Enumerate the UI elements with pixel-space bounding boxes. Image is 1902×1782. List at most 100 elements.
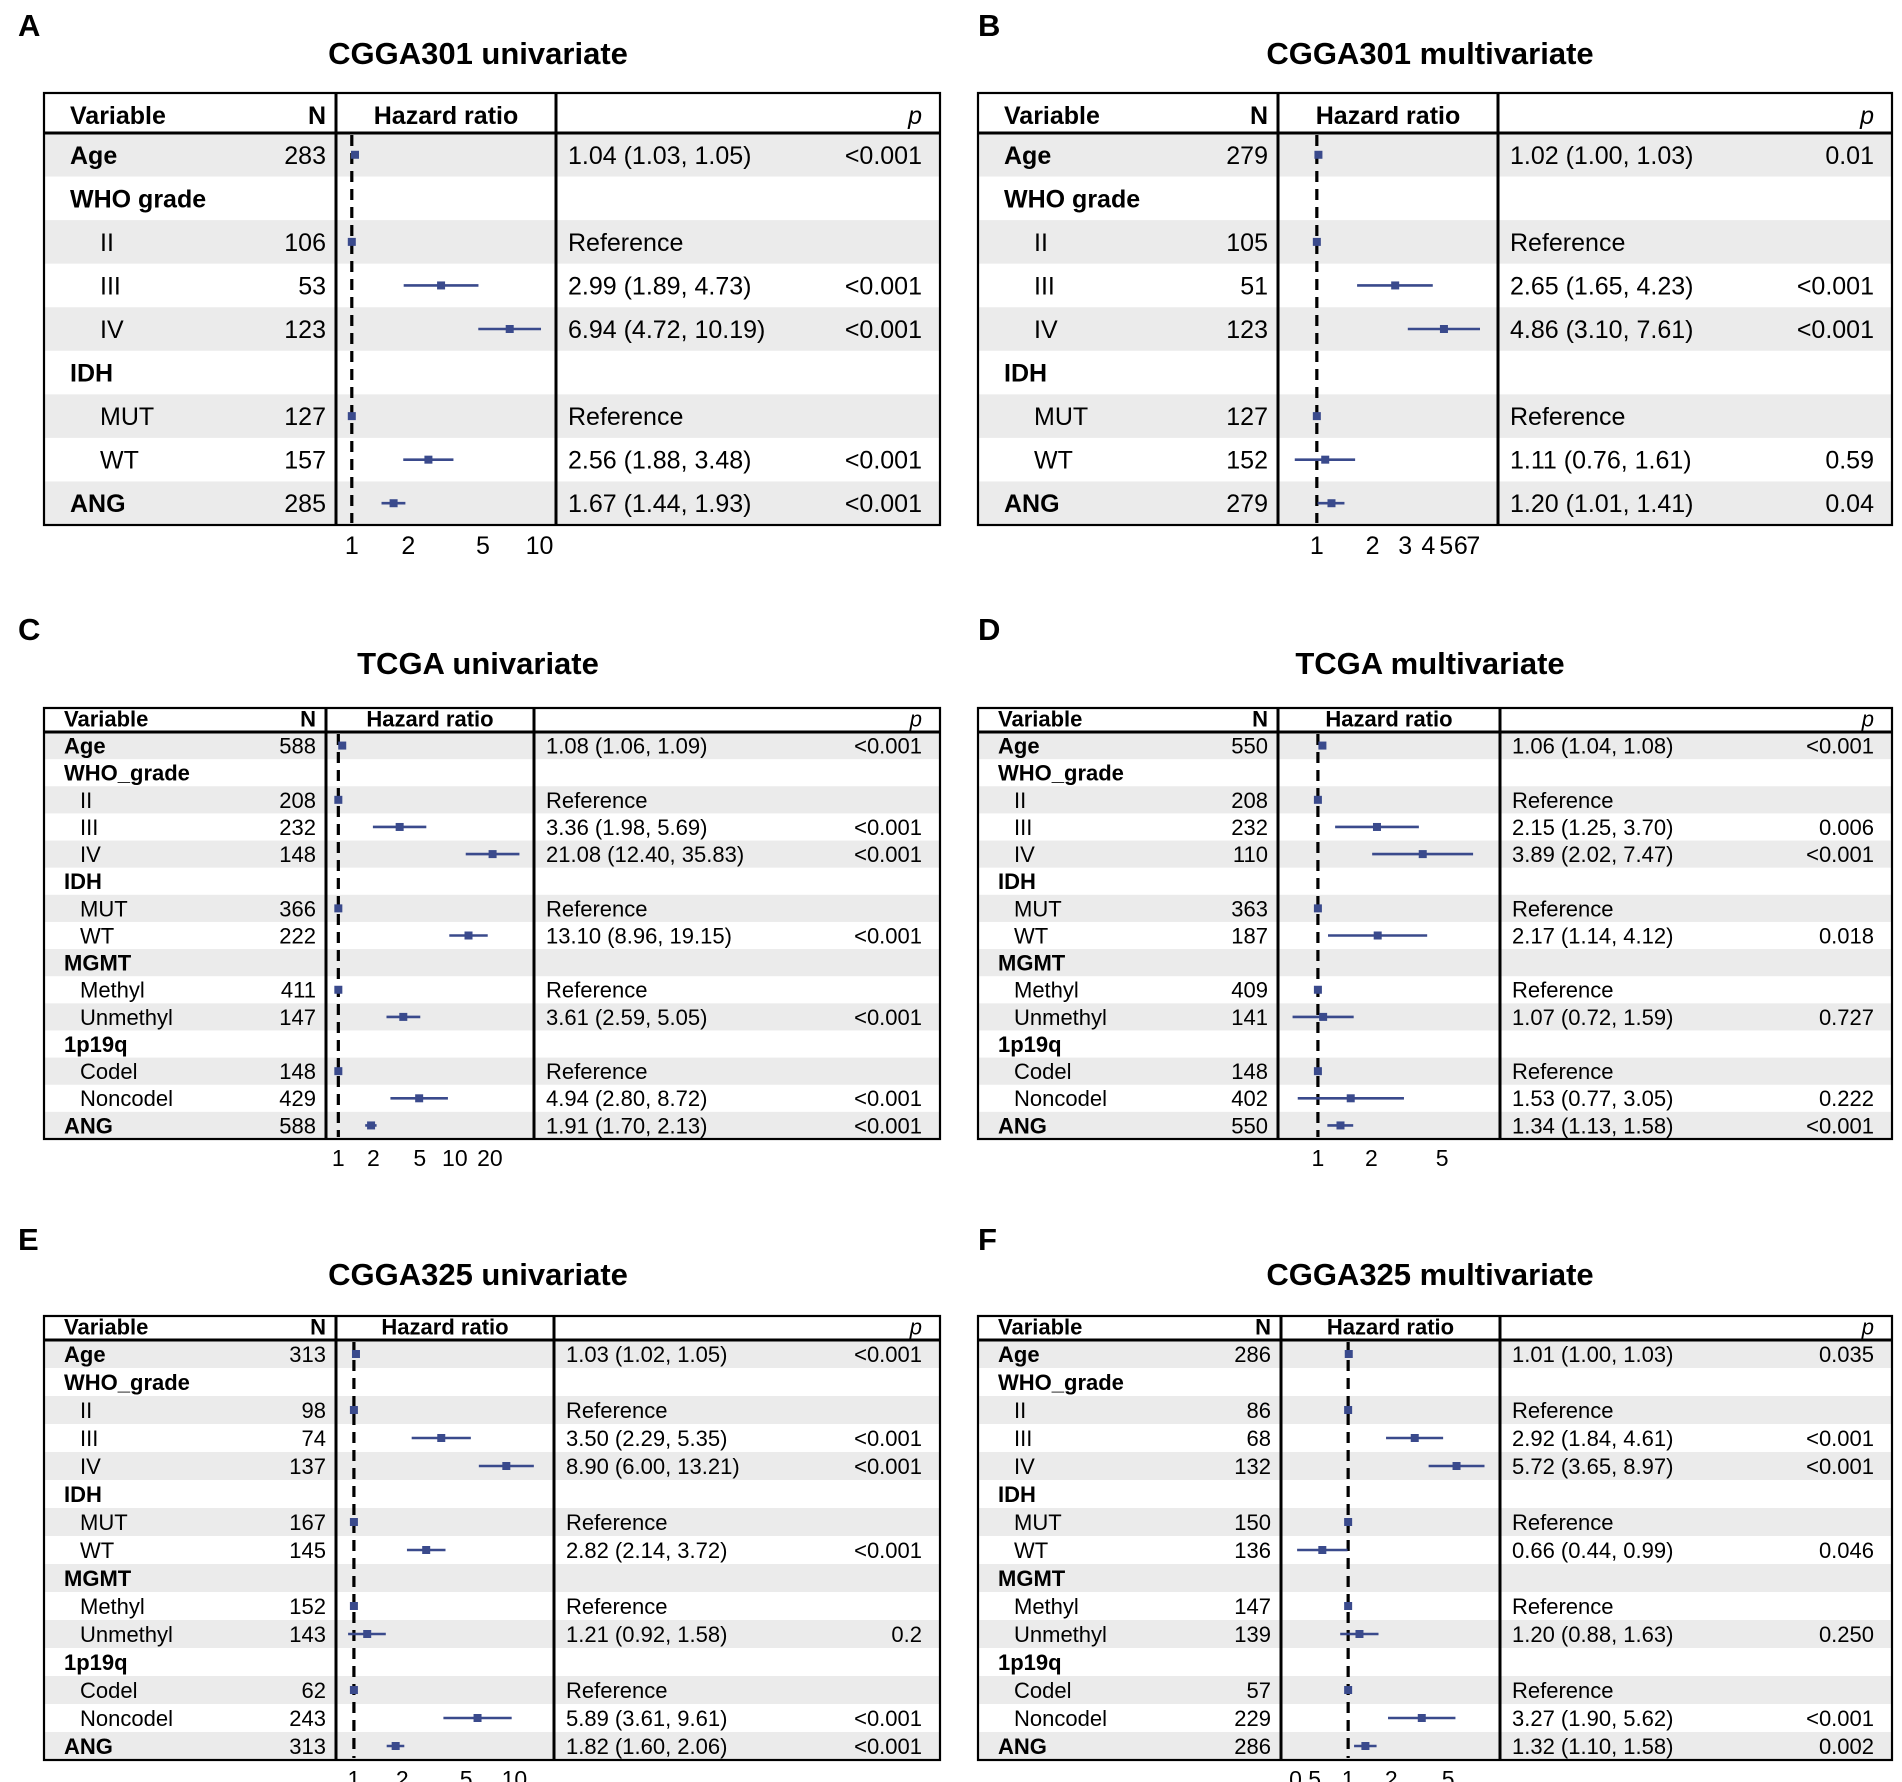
row-n: 363 — [1231, 896, 1268, 921]
row-n: 232 — [1231, 815, 1268, 840]
row-label: WT — [1014, 923, 1048, 948]
row-estimate: Reference — [546, 978, 648, 1003]
row-p-value: 0.727 — [1819, 1005, 1874, 1030]
hr-point — [1346, 1094, 1355, 1103]
row-p-value: 0.006 — [1819, 815, 1874, 840]
row-p-value: 0.04 — [1825, 490, 1874, 518]
row-n: 141 — [1231, 1005, 1268, 1030]
row-label: Age — [64, 733, 106, 758]
row-estimate: Reference — [546, 896, 648, 921]
row-n: 550 — [1231, 1113, 1268, 1138]
row-estimate: 1.03 (1.02, 1.05) — [566, 1342, 727, 1367]
row-stripe — [978, 1620, 1892, 1648]
row-stripe — [978, 481, 1892, 525]
row-estimate: Reference — [1512, 1594, 1614, 1619]
row-n: 123 — [284, 316, 326, 344]
hr-point — [464, 931, 473, 940]
forest-table: Variable N Hazard ratio p Age 550 1.06 (1.04, … — [976, 706, 1894, 1171]
row-p-value: <0.001 — [1806, 842, 1874, 867]
row-label: Unmethyl — [1014, 1622, 1107, 1647]
row-label: IDH — [1004, 360, 1047, 388]
row-n: 74 — [302, 1426, 326, 1451]
row-stripe — [978, 220, 1892, 264]
row-estimate: 0.66 (0.44, 0.99) — [1512, 1538, 1673, 1563]
header-hazard-ratio: Hazard ratio — [1316, 102, 1460, 130]
row-label: WT — [80, 1538, 114, 1563]
hr-point — [1417, 1714, 1426, 1722]
row-n: 139 — [1234, 1622, 1271, 1647]
row-estimate: 3.50 (2.29, 5.35) — [566, 1426, 727, 1451]
row-stripe — [44, 394, 940, 438]
row-label: MGMT — [64, 951, 132, 976]
x-tick-label: 1 — [1310, 532, 1324, 560]
hr-point — [1372, 822, 1381, 831]
row-n: 152 — [1226, 447, 1268, 475]
row-label: IDH — [70, 360, 113, 388]
chart-title: CGGA301 univariate — [328, 36, 628, 71]
row-estimate: 3.61 (2.59, 5.05) — [546, 1005, 707, 1030]
row-p-value: 0.59 — [1825, 447, 1874, 475]
hr-point — [1313, 1067, 1322, 1076]
row-stripe — [978, 894, 1892, 922]
row-n: 286 — [1234, 1734, 1271, 1759]
table-frame — [42, 706, 942, 1141]
row-n: 588 — [279, 733, 316, 758]
hr-point — [1344, 1518, 1353, 1526]
forest-table: Variable N Hazard ratio p Age 279 1.02 (1.00, … — [976, 91, 1894, 560]
row-n: 402 — [1231, 1086, 1268, 1111]
row-n: 137 — [289, 1454, 326, 1479]
row-estimate: 1.91 (1.70, 2.13) — [546, 1113, 707, 1138]
row-estimate: Reference — [546, 1059, 648, 1084]
x-tick-label: 1 — [345, 532, 359, 560]
row-n: 411 — [281, 978, 316, 1003]
row-n: 132 — [1234, 1454, 1271, 1479]
row-stripe — [44, 1057, 940, 1085]
row-label: Unmethyl — [80, 1005, 173, 1030]
header-hazard-ratio: Hazard ratio — [374, 102, 518, 130]
row-stripe — [44, 1508, 940, 1536]
row-label: ANG — [64, 1113, 113, 1138]
row-p-value: <0.001 — [854, 1005, 922, 1030]
forest-table: Variable N Hazard ratio p Age 313 1.03 (1.02, … — [42, 1315, 942, 1782]
row-n: 283 — [284, 142, 326, 170]
row-estimate: 1.06 (1.04, 1.08) — [1512, 733, 1673, 758]
row-stripe — [978, 133, 1892, 177]
row-n: 105 — [1226, 229, 1268, 257]
row-label: Age — [64, 1342, 106, 1367]
row-label: IDH — [998, 869, 1036, 894]
header-n: N — [1252, 707, 1268, 732]
row-n: 157 — [284, 447, 326, 475]
row-n: 229 — [1234, 1706, 1271, 1731]
row-stripe — [44, 949, 940, 977]
row-estimate: 2.99 (1.89, 4.73) — [568, 272, 751, 300]
row-label: III — [80, 815, 98, 840]
hr-point — [338, 741, 347, 750]
row-label: III — [1034, 272, 1055, 300]
panel-letter: C — [18, 612, 40, 647]
x-tick-label: 10 — [442, 1145, 468, 1171]
row-label: IV — [80, 842, 101, 867]
row-estimate: 1.08 (1.06, 1.09) — [546, 733, 707, 758]
row-label: III — [100, 272, 121, 300]
row-stripe — [978, 1396, 1892, 1424]
header-p: p — [1859, 102, 1874, 130]
row-n: 550 — [1231, 733, 1268, 758]
table-frame — [976, 706, 1894, 1141]
row-p-value: <0.001 — [854, 1734, 922, 1759]
row-estimate: Reference — [1512, 1398, 1614, 1423]
row-n: 222 — [279, 923, 316, 948]
row-estimate: 3.27 (1.90, 5.62) — [1512, 1706, 1673, 1731]
row-estimate: 1.11 (0.76, 1.61) — [1510, 447, 1692, 475]
row-estimate: 1.01 (1.00, 1.03) — [1512, 1342, 1673, 1367]
header-n: N — [1255, 1315, 1271, 1340]
row-stripe — [978, 1057, 1892, 1085]
row-p-value: <0.001 — [845, 447, 922, 475]
row-label: MUT — [1014, 896, 1062, 921]
row-estimate: 5.89 (3.61, 9.61) — [566, 1706, 727, 1731]
row-label: II — [100, 229, 114, 257]
row-label: II — [80, 788, 92, 813]
row-p-value: <0.001 — [854, 842, 922, 867]
row-estimate: 3.89 (2.02, 7.47) — [1512, 842, 1673, 867]
hr-point — [349, 1518, 358, 1526]
